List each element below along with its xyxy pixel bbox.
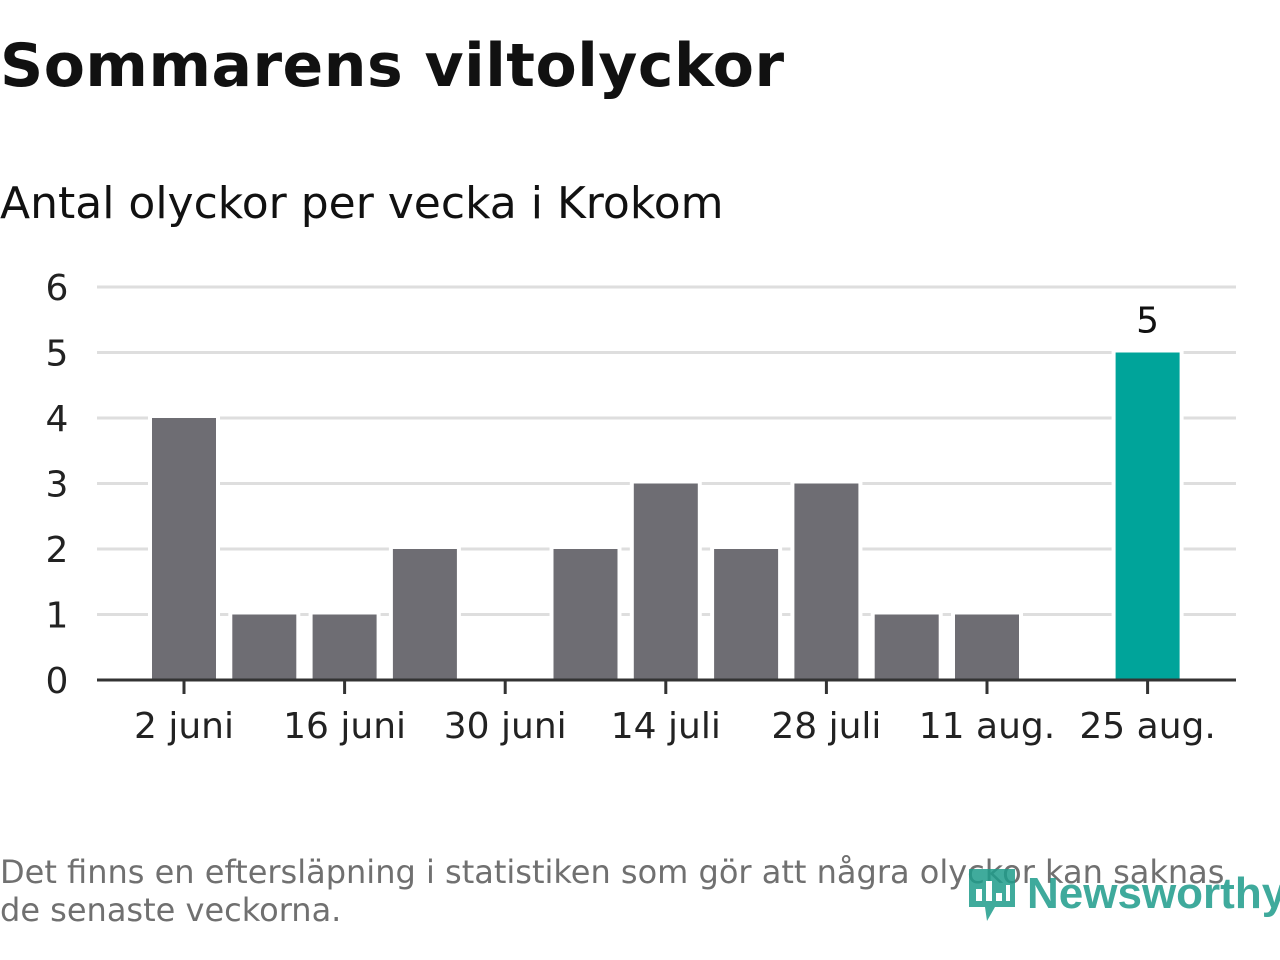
bar	[232, 614, 297, 680]
y-tick-label: 3	[46, 465, 69, 506]
bar	[714, 549, 779, 680]
bar-chart: 0 1 2 3 4 5 6 5 2 juni 16 juni 30 juni 14 juli 28 …	[46, 268, 1236, 747]
brand-name: Newsworthy	[1027, 869, 1280, 918]
bar	[152, 418, 216, 680]
x-tick-label: 28 juli	[771, 706, 881, 747]
footnote: Det finns en eftersläpning i statistiken…	[0, 853, 1225, 929]
bar	[312, 614, 377, 680]
bars	[148, 350, 1184, 680]
data-label: 5	[1136, 301, 1159, 342]
x-tick-label: 25 aug.	[1079, 706, 1215, 747]
y-tick-label: 6	[46, 268, 69, 309]
x-tick-label: 30 juni	[444, 706, 567, 747]
brand-logo: Newsworthy	[965, 862, 1280, 926]
y-tick-label: 5	[46, 334, 69, 375]
bar	[633, 483, 698, 680]
y-tick-label: 2	[46, 530, 69, 571]
bar	[392, 549, 457, 680]
x-tick-label: 16 juni	[283, 706, 406, 747]
y-axis-ticks: 0 1 2 3 4 5 6	[46, 268, 69, 702]
chart-title: Sommarens viltolyckor	[0, 31, 785, 101]
x-tick-label: 14 juli	[611, 706, 721, 747]
x-axis: 2 juni 16 juni 30 juni 14 juli 28 juli 11 aug…	[97, 678, 1236, 747]
y-tick-label: 1	[46, 596, 69, 637]
bar	[955, 614, 1019, 680]
bar	[874, 614, 939, 680]
data-labels: 5	[1136, 301, 1159, 342]
newsworthy-logo-icon	[969, 869, 1015, 921]
y-tick-label: 4	[46, 399, 69, 440]
bar	[1115, 352, 1180, 680]
y-tick-label: 0	[46, 661, 69, 702]
bar	[794, 483, 859, 680]
x-tick-label: 11 aug.	[919, 706, 1055, 747]
bar	[553, 549, 618, 680]
x-tick-label: 2 juni	[134, 706, 234, 747]
chart-subtitle: Antal olyckor per vecka i Krokom	[0, 178, 724, 229]
